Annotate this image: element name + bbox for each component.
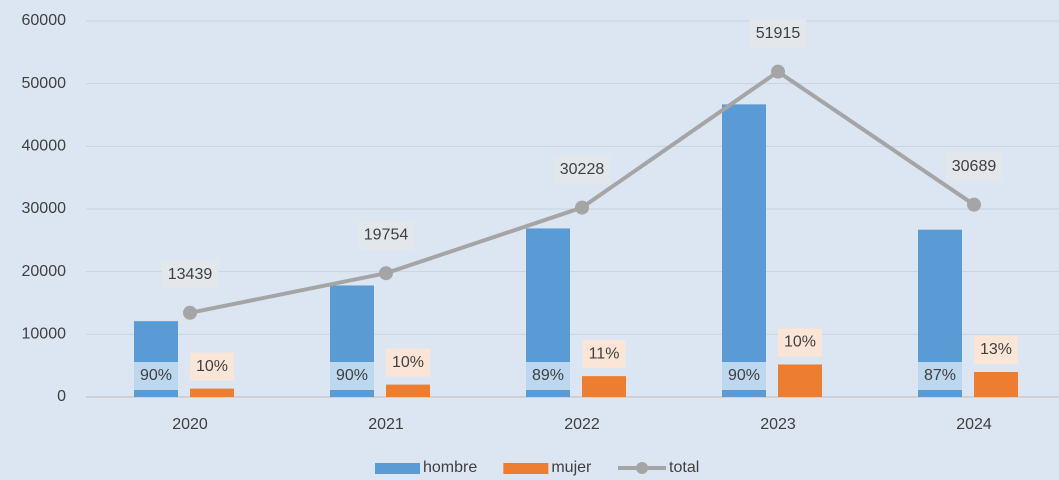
share-label-box <box>133 362 179 390</box>
line-marker <box>967 197 981 212</box>
data-label-box <box>161 260 219 289</box>
share-label: 11% <box>589 345 620 362</box>
line-marker <box>183 305 197 320</box>
share-label: 10% <box>784 334 816 351</box>
y-tick-label: 40000 <box>22 138 67 155</box>
data-label-box <box>945 152 1003 181</box>
y-tick-label: 0 <box>57 388 66 405</box>
bar <box>974 371 1018 397</box>
share-label: 13% <box>980 341 1012 358</box>
bar <box>190 388 234 397</box>
x-tick-label: 2022 <box>564 416 600 433</box>
legend-swatch <box>503 463 549 474</box>
share-label: 89% <box>532 367 564 384</box>
y-tick-label: 30000 <box>22 200 67 217</box>
legend-label: total <box>669 459 699 476</box>
x-tick-label: 2020 <box>172 416 208 433</box>
y-tick-label: 50000 <box>22 75 67 92</box>
share-label-box <box>189 352 235 381</box>
y-tick-label: 60000 <box>22 12 67 29</box>
share-label-box <box>385 348 431 377</box>
share-label-box <box>973 335 1019 364</box>
data-label-box <box>553 155 611 184</box>
share-label: 90% <box>336 367 368 384</box>
share-label-box <box>777 328 823 357</box>
share-label: 90% <box>728 367 760 384</box>
bar <box>722 104 766 397</box>
x-tick-label: 2024 <box>956 416 992 433</box>
data-label-box <box>749 19 807 48</box>
data-label: 30689 <box>952 158 997 175</box>
bar <box>778 364 822 397</box>
line-marker <box>379 266 393 281</box>
y-tick-label: 10000 <box>22 326 67 343</box>
data-label-box <box>357 221 415 250</box>
x-tick-label: 2021 <box>368 416 404 433</box>
y-tick-label: 20000 <box>22 263 67 280</box>
share-label: 90% <box>140 367 172 384</box>
share-label: 10% <box>392 354 424 371</box>
data-label: 51915 <box>756 25 801 42</box>
share-label-box <box>525 362 571 390</box>
bar <box>386 384 430 397</box>
data-label: 19754 <box>364 226 409 243</box>
share-label-box <box>721 362 767 390</box>
legend-label: hombre <box>423 459 477 476</box>
bar <box>582 376 626 397</box>
data-label: 30228 <box>560 161 605 178</box>
share-label-box <box>582 340 626 369</box>
legend-label: mujer <box>551 459 592 476</box>
legend-marker <box>636 462 649 474</box>
share-label-box <box>329 362 375 390</box>
legend-swatch <box>375 463 420 474</box>
line-marker <box>771 64 785 79</box>
share-label-box <box>917 362 963 390</box>
share-label: 10% <box>196 358 228 375</box>
share-label: 87% <box>924 367 956 384</box>
line-marker <box>575 200 589 215</box>
x-tick-label: 2023 <box>760 416 796 433</box>
data-label: 13439 <box>168 266 213 283</box>
